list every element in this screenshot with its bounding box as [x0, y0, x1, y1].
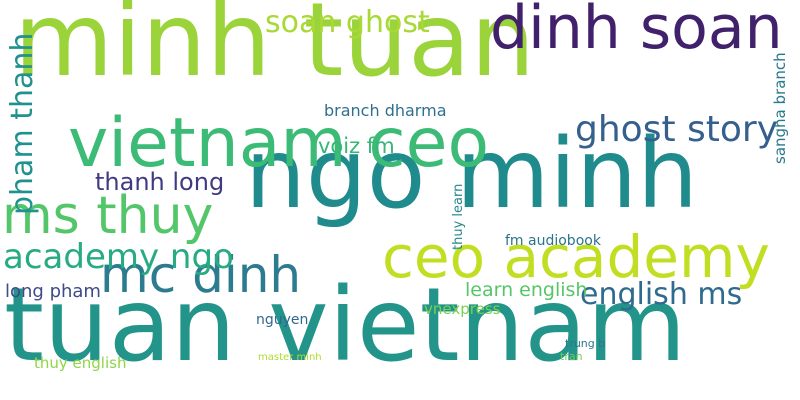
word-cloud-term: soan ghost	[265, 5, 430, 40]
word-cloud-term: tran	[560, 350, 583, 363]
word-cloud-term: thuy learn	[451, 183, 466, 250]
word-cloud-term: master minh	[258, 352, 322, 363]
word-cloud-term: ms thuy	[2, 186, 214, 246]
word-cloud-term: long pham	[5, 281, 101, 302]
word-cloud-term: dinh soan	[490, 0, 783, 63]
word-cloud-term: vnexpress	[424, 300, 501, 318]
word-cloud-term: mc dinh	[100, 246, 302, 304]
word-cloud-term: thuy english	[34, 354, 127, 372]
word-cloud-term: nguyen	[256, 312, 309, 328]
word-cloud-term: academy ngo	[3, 237, 234, 277]
word-cloud-term: english ms	[580, 277, 743, 312]
word-cloud-term: pham thanh	[5, 32, 40, 215]
word-cloud-term: minh tuan	[14, 0, 536, 100]
word-cloud-term: ghost story	[575, 109, 779, 150]
word-cloud-term: vietnam ceo	[68, 104, 490, 183]
word-cloud-term: learn english	[465, 279, 588, 301]
word-cloud-term: sangha branch	[771, 52, 789, 164]
word-cloud-term: ceo academy	[382, 223, 770, 291]
word-cloud-term: voiz fm	[318, 134, 395, 158]
word-cloud-term: ngo minh	[245, 118, 698, 230]
word-cloud-term: branch dharma	[324, 101, 447, 120]
word-cloud-term: trung b	[565, 337, 606, 350]
word-cloud-term: fm audiobook	[505, 233, 601, 249]
word-cloud-term: thanh long	[95, 168, 225, 196]
word-cloud-term: tuan vietnam	[4, 266, 687, 385]
